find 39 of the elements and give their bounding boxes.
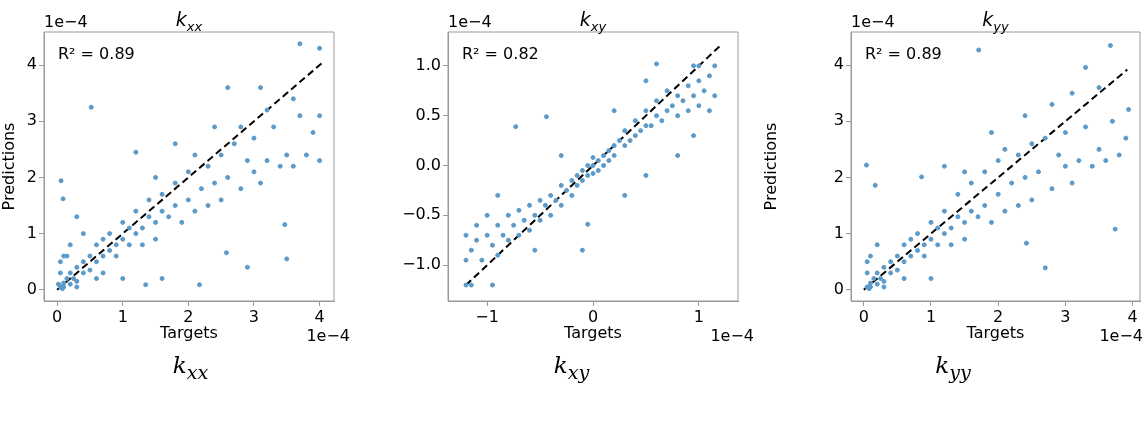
y-tick-label: 1 [833, 222, 844, 242]
text: k$_{yy}$ [934, 352, 972, 384]
y-tick-label: −1.0 [402, 254, 441, 274]
text: 1e−4 [851, 12, 895, 31]
x-tick-label: 0 [858, 306, 869, 326]
annotation: R² = 0.89 [865, 44, 942, 63]
x-tick-label: 0 [52, 306, 63, 326]
x-tick-label: −1 [475, 306, 499, 326]
x-tick-label: 1 [693, 306, 704, 326]
x-tick-label: 1 [925, 306, 937, 326]
y-tick-label: 3 [833, 110, 844, 130]
text: 1e−4 [44, 12, 88, 31]
y-tick-label: 0 [833, 278, 844, 298]
y-tick-label: 3 [26, 110, 37, 130]
text: 1e−4 [306, 326, 350, 345]
y-tick-label: 2 [833, 166, 844, 186]
text: k$_{xx}$ [171, 352, 210, 384]
y-tick-label: 0 [26, 278, 37, 298]
y-tick-label: 4 [833, 54, 844, 74]
y-tick-label: 0.0 [415, 154, 441, 174]
text: 1e−4 [1099, 326, 1143, 345]
y-tick-label: 1.0 [415, 55, 441, 75]
y-tick-label: 0.5 [415, 104, 441, 124]
y-tick-label: 2 [26, 166, 37, 186]
x-tick-label: 4 [314, 306, 325, 326]
text: 1e−4 [710, 326, 754, 345]
text: k$_{xy}$ [552, 352, 591, 384]
y-tick-label: 4 [26, 54, 37, 74]
text: 1e−4 [448, 12, 492, 31]
y-axis-title: Predictions [0, 122, 18, 211]
y-tick-label: −0.5 [402, 204, 441, 224]
y-tick-label: 1 [26, 222, 37, 242]
annotation: R² = 0.82 [462, 44, 539, 63]
annotation: R² = 0.89 [58, 44, 135, 63]
x-tick-label: 3 [248, 306, 260, 326]
x-tick-label: 1 [117, 306, 128, 326]
x-tick-label: 3 [1060, 306, 1071, 326]
x-tick-label: 4 [1127, 306, 1138, 326]
y-axis-title: Predictions [760, 122, 780, 211]
